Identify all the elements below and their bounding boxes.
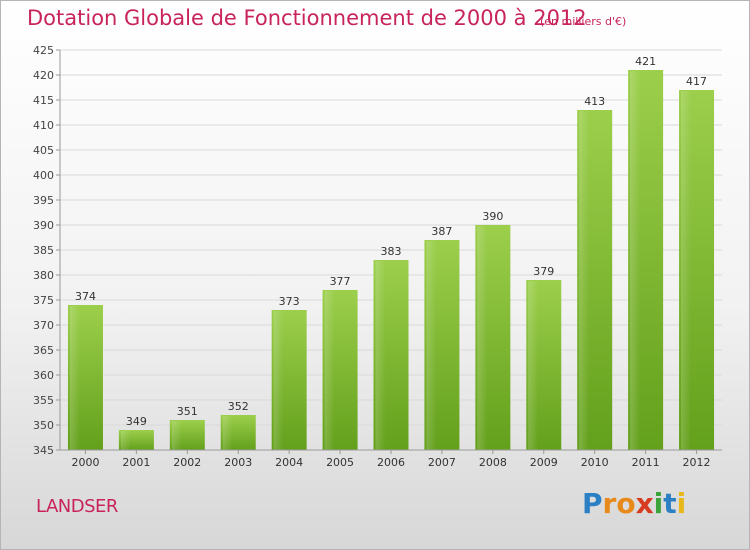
bar-highlight: [171, 421, 182, 450]
x-tick-label: 2011: [632, 456, 660, 469]
bar-highlight: [69, 306, 80, 450]
data-label: 352: [228, 400, 249, 413]
city-name: LANDSER: [36, 496, 118, 517]
x-tick-label: 2006: [377, 456, 405, 469]
x-tick-label: 2000: [71, 456, 99, 469]
bar-highlight: [630, 71, 641, 450]
x-tick-label: 2010: [581, 456, 609, 469]
x-tick-label: 2004: [275, 456, 303, 469]
bar-highlight: [273, 311, 284, 450]
y-tick-label: 405: [33, 144, 54, 157]
bar-highlight: [579, 111, 590, 450]
x-tick-label: 2003: [224, 456, 252, 469]
y-tick-label: 370: [33, 319, 54, 332]
y-tick-label: 415: [33, 94, 54, 107]
y-tick-label: 350: [33, 419, 54, 432]
y-tick-label: 420: [33, 69, 54, 82]
bar-highlight: [375, 261, 386, 450]
y-tick-label: 410: [33, 119, 54, 132]
bar-highlight: [528, 281, 539, 450]
y-tick-label: 355: [33, 394, 54, 407]
chart-unit: (en milliers d'€): [540, 15, 627, 28]
x-tick-label: 2001: [122, 456, 150, 469]
x-tick-label: 2005: [326, 456, 354, 469]
proxiti-logo[interactable]: Proxiti: [582, 487, 687, 520]
bar-highlight: [681, 91, 692, 450]
y-tick-label: 365: [33, 344, 54, 357]
x-tick-label: 2012: [683, 456, 711, 469]
x-tick-label: 2008: [479, 456, 507, 469]
bar-highlight: [477, 226, 488, 450]
y-tick-label: 345: [33, 444, 54, 457]
bar-highlight: [426, 241, 437, 450]
y-tick-label: 385: [33, 244, 54, 257]
y-tick-label: 400: [33, 169, 54, 182]
data-label: 373: [279, 295, 300, 308]
data-label: 379: [533, 265, 554, 278]
bar-highlight: [324, 291, 335, 450]
data-label: 387: [431, 225, 452, 238]
data-label: 390: [482, 210, 503, 223]
data-label: 377: [330, 275, 351, 288]
axes: 345 350 355 360 365 370 375 380 385 390 395 400 405 4…: [33, 44, 722, 469]
y-tick-label: 395: [33, 194, 54, 207]
y-tick-label: 390: [33, 219, 54, 232]
chart-title: Dotation Globale de Fonctionnement de 20…: [27, 6, 587, 30]
data-label: 351: [177, 405, 198, 418]
data-label: 374: [75, 290, 96, 303]
data-label: 413: [584, 95, 605, 108]
x-tick-label: 2002: [173, 456, 201, 469]
x-tick-label: 2009: [530, 456, 558, 469]
data-label: 417: [686, 75, 707, 88]
y-tick-label: 380: [33, 269, 54, 282]
bar-highlight: [120, 431, 131, 450]
bar-highlight: [222, 416, 233, 450]
bars: 374 349 351 352 373 377 383 387 390 379 413 421 417: [67, 55, 715, 450]
data-label: 421: [635, 55, 656, 68]
y-tick-label: 375: [33, 294, 54, 307]
y-tick-label: 360: [33, 369, 54, 382]
data-label: 349: [126, 415, 147, 428]
x-tick-label: 2007: [428, 456, 456, 469]
data-label: 383: [381, 245, 402, 258]
y-tick-label: 425: [33, 44, 54, 57]
